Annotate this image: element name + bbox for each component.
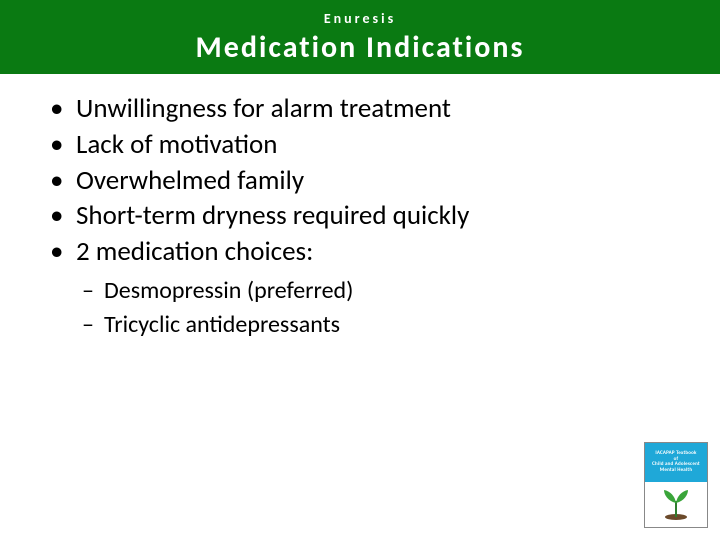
header-eyebrow: Enuresis xyxy=(0,10,720,27)
bullet-item: Unwillingness for alarm treatment xyxy=(40,92,680,126)
header-band: Enuresis Medication Indications xyxy=(0,0,720,74)
header-title: Medication Indications xyxy=(0,29,720,66)
bullet-item: 2 medication choices: xyxy=(40,235,680,269)
main-bullet-list: Unwillingness for alarm treatment Lack o… xyxy=(40,92,680,269)
thumbnail-header: IACAPAP Textbook of Child and Adolescent… xyxy=(645,443,707,482)
bullet-item: Lack of motivation xyxy=(40,128,680,162)
sprout-icon xyxy=(658,487,694,521)
slide-content: Unwillingness for alarm treatment Lack o… xyxy=(0,74,720,342)
thumbnail-title-text: IACAPAP Textbook of Child and Adolescent… xyxy=(652,451,700,474)
sub-bullet-item: Desmopressin (preferred) xyxy=(76,275,680,307)
thumb-line: Mental Health xyxy=(660,467,692,473)
bullet-item: Short-term dryness required quickly xyxy=(40,199,680,233)
sub-bullet-list: Desmopressin (preferred) Tricyclic antid… xyxy=(76,275,680,342)
sub-bullet-item: Tricyclic antidepressants xyxy=(76,309,680,341)
bullet-item: Overwhelmed family xyxy=(40,164,680,198)
textbook-thumbnail: IACAPAP Textbook of Child and Adolescent… xyxy=(644,442,708,528)
thumbnail-image-area xyxy=(645,482,707,527)
